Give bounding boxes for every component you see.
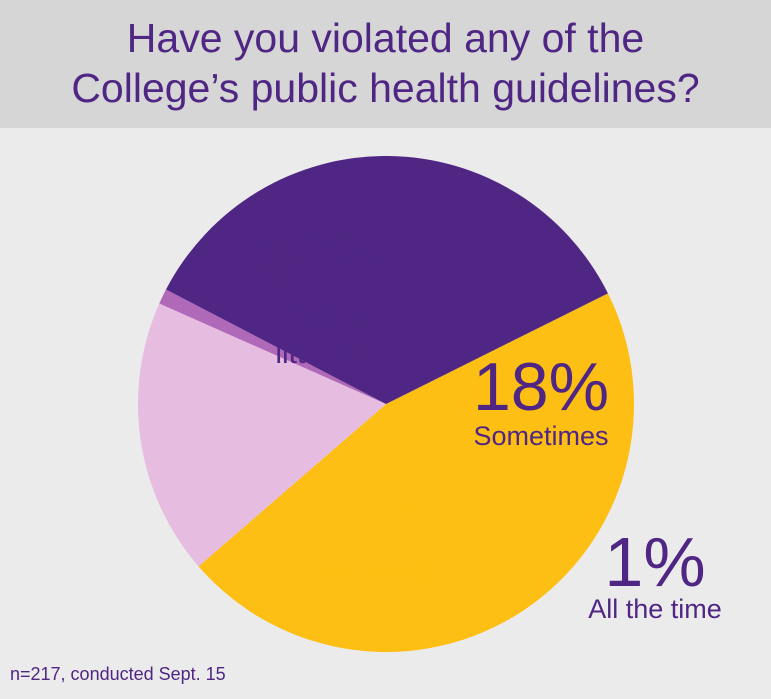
slice-category-label: Not at all	[312, 554, 430, 587]
chart-title-line-1: Have you violated any of the	[126, 15, 645, 61]
pie-slice-sometimes	[138, 303, 386, 567]
slice-category-label: Sometimes	[473, 421, 608, 451]
slice-percent-label: 46%	[246, 218, 398, 303]
slice-percent-label: 18%	[473, 349, 609, 425]
slice-percent-label: 1%	[604, 523, 705, 601]
sample-size-note: n=217, conducted Sept. 15	[10, 664, 226, 684]
slice-category-label: little bit	[275, 337, 369, 370]
chart-title-line-2: College’s public health guidelines?	[71, 65, 700, 111]
pie-slice-not-at-all	[166, 156, 608, 404]
slice-category-label: All the time	[588, 594, 722, 624]
pie-slice-only-a-little-bit	[198, 293, 634, 652]
slice-percent-label: 35%	[295, 477, 447, 562]
pie-slice-all-the-time	[159, 289, 386, 404]
slice-category-label: Only a	[279, 299, 366, 332]
title-banner: Have you violated any of the College’s p…	[0, 0, 771, 128]
